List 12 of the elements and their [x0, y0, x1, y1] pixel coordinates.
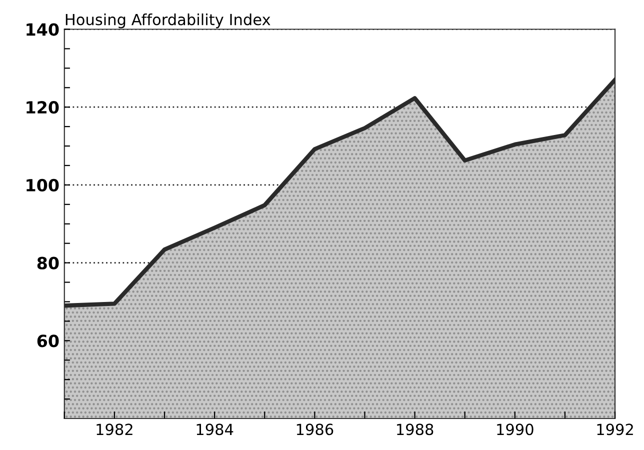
y-tick-label: 100 — [26, 178, 59, 192]
x-tick-label: 1984 — [196, 424, 234, 436]
x-tick-label: 1986 — [296, 424, 334, 436]
y-tick-label: 140 — [26, 23, 59, 36]
x-tick-label: 1992 — [597, 424, 633, 436]
x-tick-label: 1988 — [397, 424, 434, 436]
x-tick-label: 1982 — [96, 424, 132, 436]
y-tick-label: 60 — [37, 334, 59, 348]
y-tick-label: 80 — [37, 256, 59, 270]
chart-title: Housing Affordability Index — [66, 13, 270, 28]
x-tick-label: 1990 — [497, 424, 534, 436]
y-tick-label: 120 — [26, 101, 59, 114]
